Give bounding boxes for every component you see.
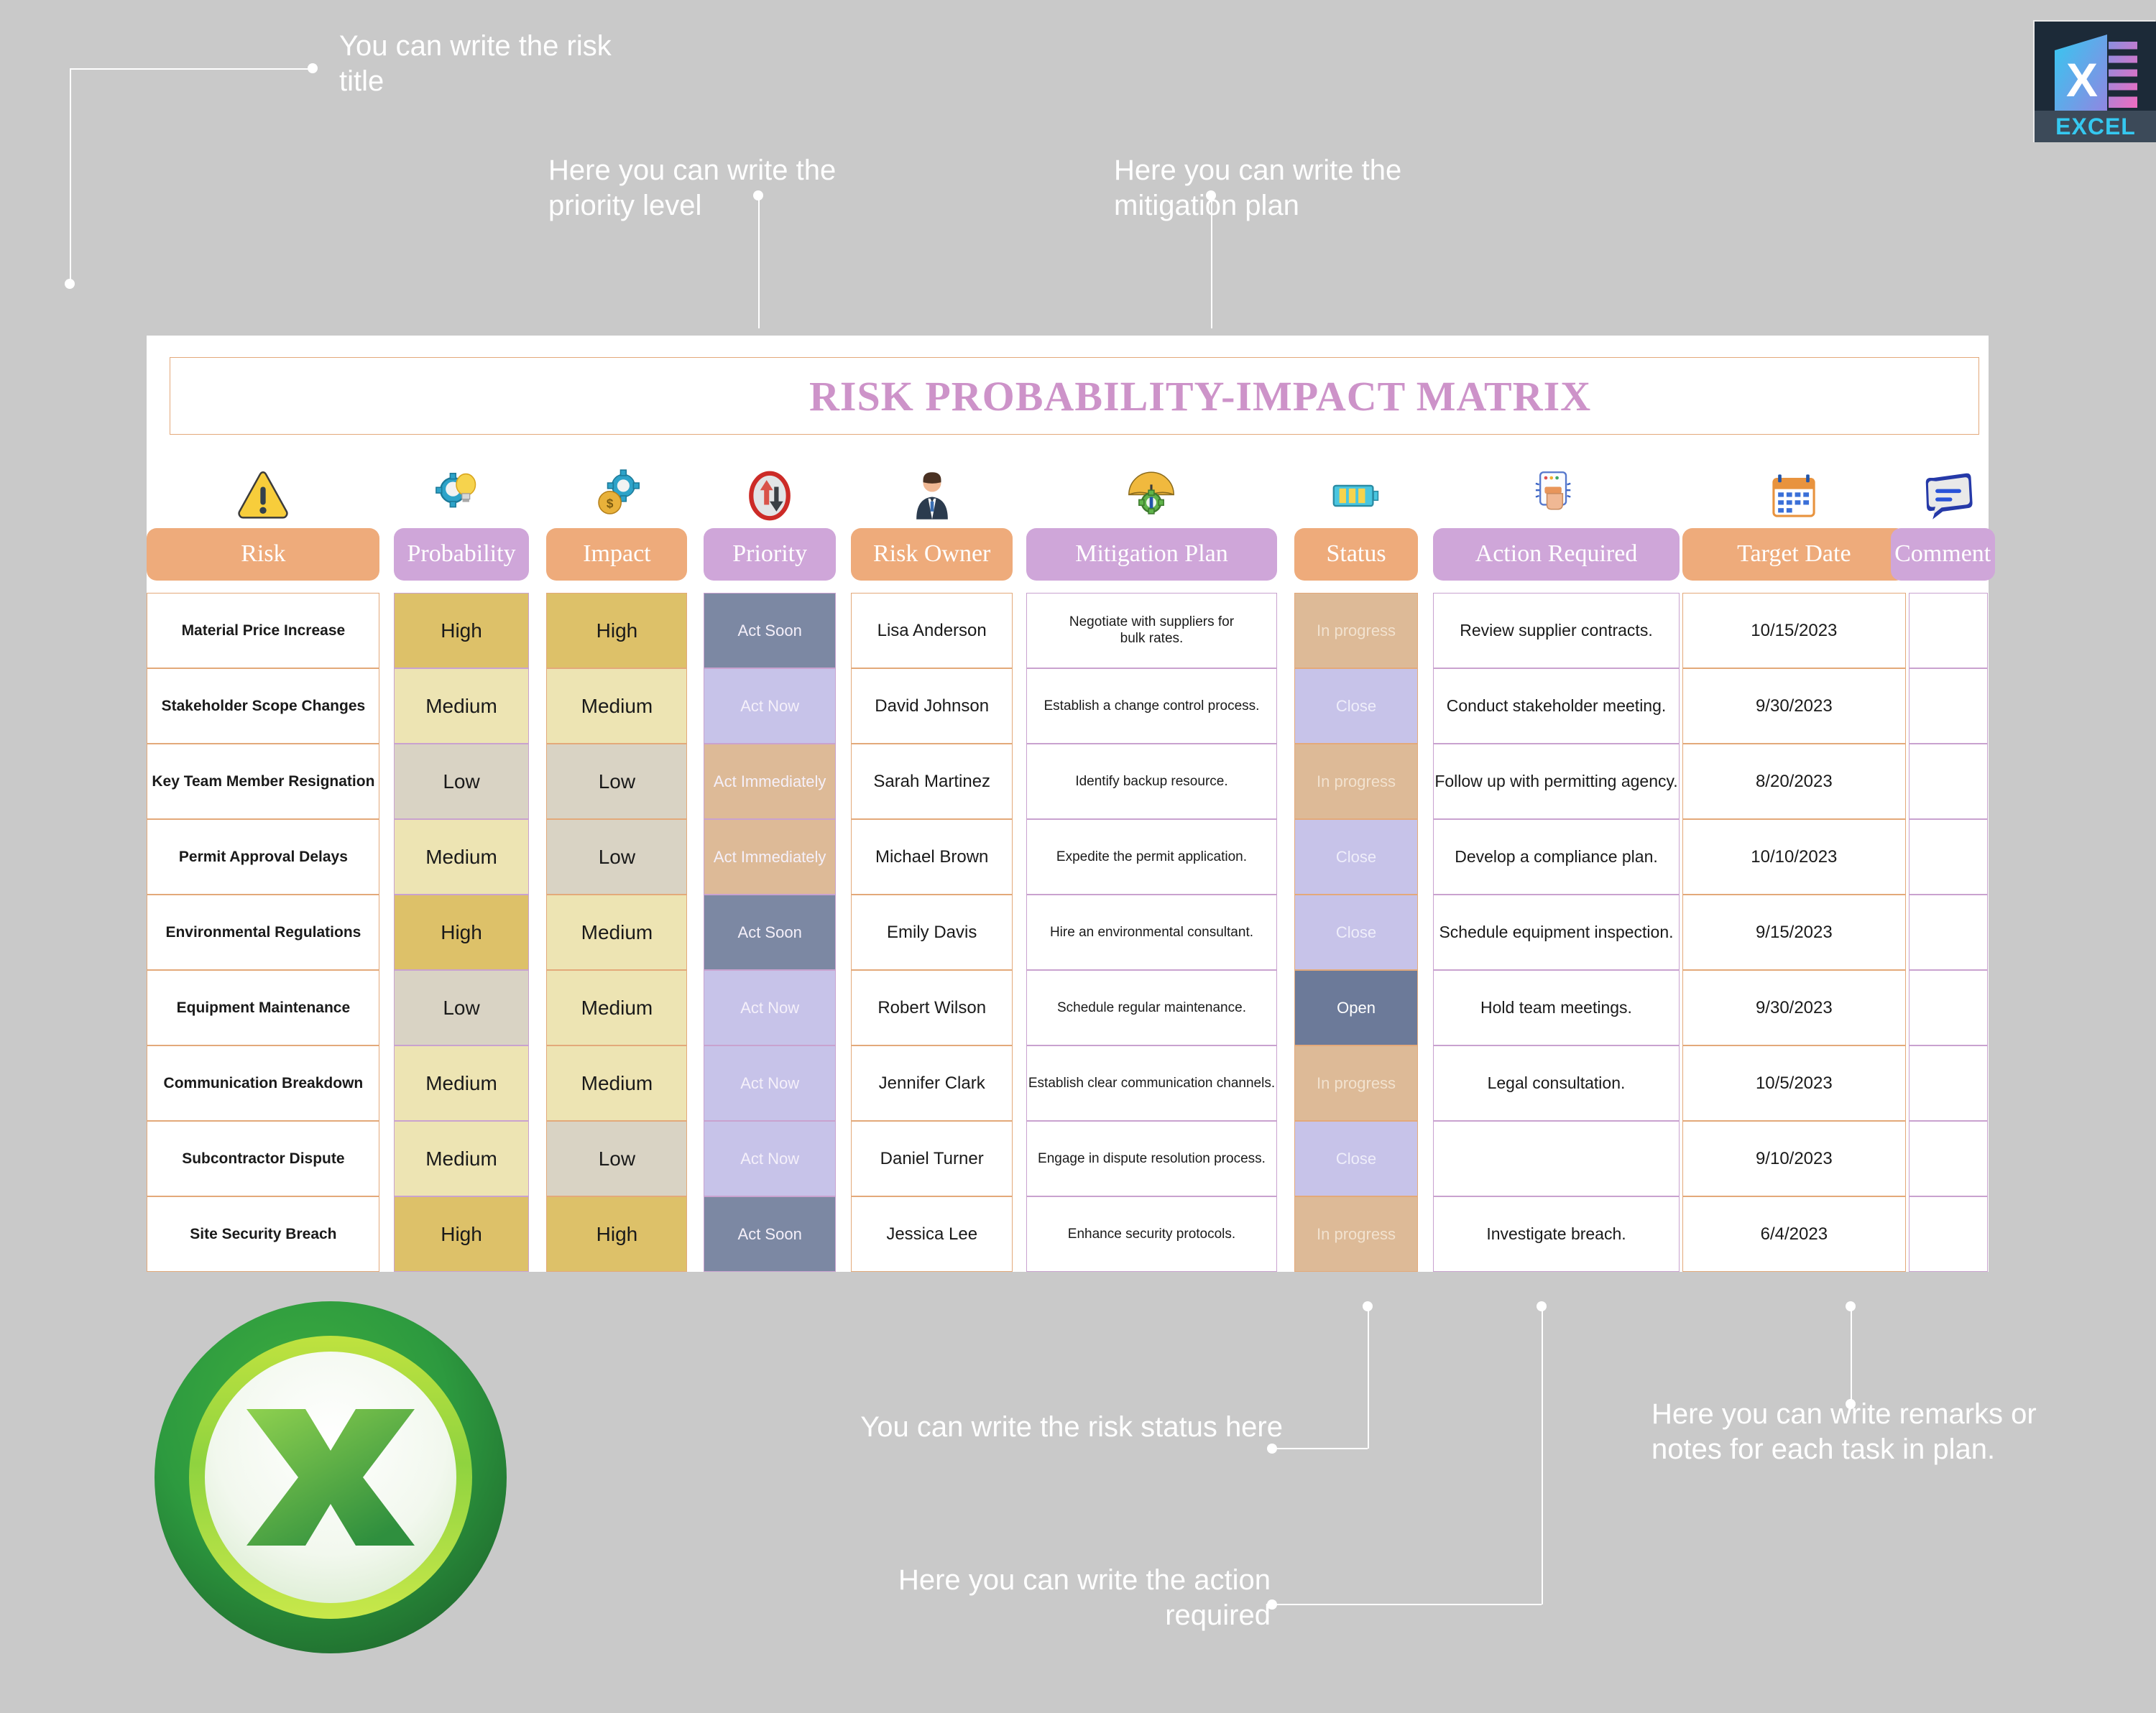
svg-text:X: X xyxy=(2066,53,2098,106)
svg-text:$: $ xyxy=(607,496,614,510)
